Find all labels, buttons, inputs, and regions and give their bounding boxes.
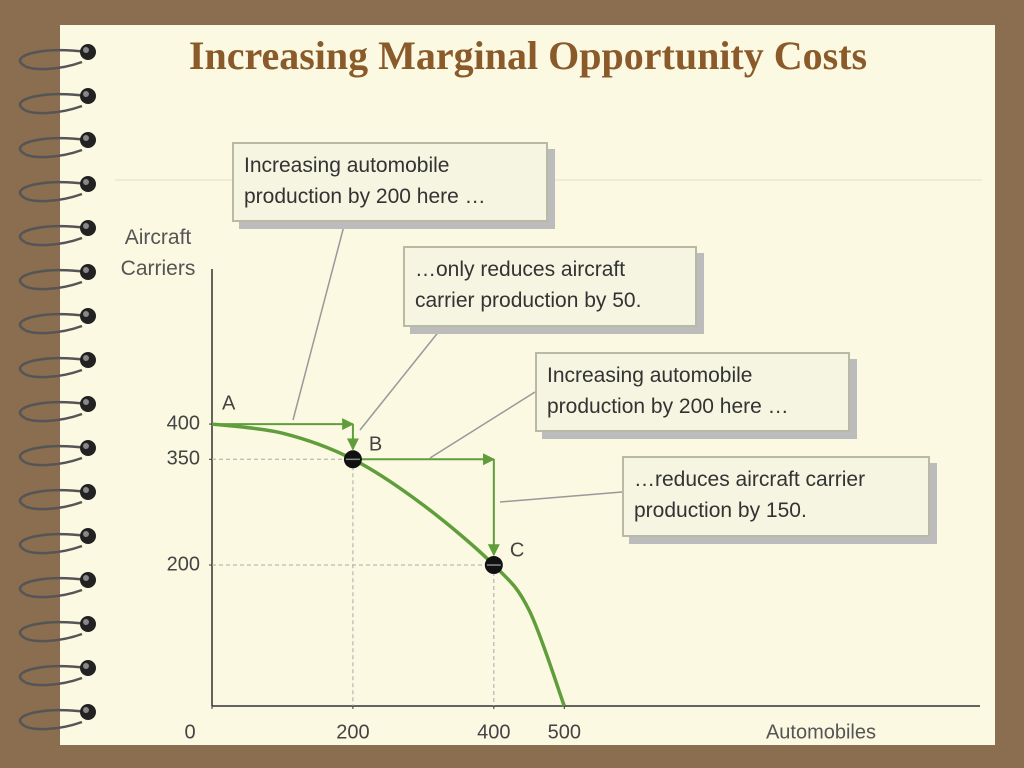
ring-hole-shine — [83, 179, 89, 185]
x-axis-label: Automobiles — [766, 721, 876, 743]
ring — [18, 532, 89, 555]
ring-hole-shine — [83, 663, 89, 669]
ring-hole-shine — [83, 443, 89, 449]
y-axis-label: Aircraft Carriers — [120, 226, 196, 280]
ring-hole-shine — [83, 91, 89, 97]
x-tick-label: 0 — [184, 721, 195, 743]
ring-hole-shine — [83, 223, 89, 229]
ring — [18, 444, 89, 467]
x-tick-label: 200 — [336, 721, 369, 743]
ring — [18, 620, 89, 643]
ring-hole-shine — [83, 619, 89, 625]
ring-hole-shine — [83, 707, 89, 713]
ring-hole-shine — [83, 135, 89, 141]
ring — [18, 312, 89, 335]
ring-hole-shine — [83, 47, 89, 53]
ring-hole-shine — [83, 267, 89, 273]
point-label: B — [369, 434, 382, 456]
y-tick-label: 350 — [167, 448, 200, 470]
ring-hole-shine — [83, 355, 89, 361]
x-tick-label: 500 — [548, 721, 581, 743]
ring-hole-shine — [83, 487, 89, 493]
x-tick-label: 400 — [477, 721, 510, 743]
leader-line — [292, 221, 346, 421]
ring — [18, 224, 89, 247]
point-label: A — [222, 392, 236, 414]
ppf-curve — [211, 422, 566, 707]
ring — [18, 356, 89, 379]
ring — [18, 48, 89, 71]
ring — [18, 664, 89, 687]
leader-line — [359, 329, 441, 431]
leader-line — [499, 491, 623, 503]
leader-line — [429, 391, 536, 459]
chart-title: Increasing Marginal Opportunity Costs — [189, 33, 867, 78]
y-tick-label: 200 — [167, 553, 200, 575]
ring — [18, 180, 89, 203]
ring-hole-shine — [83, 575, 89, 581]
point-label: C — [510, 539, 524, 561]
ring-hole-shine — [83, 531, 89, 537]
ring — [18, 136, 89, 159]
ring — [18, 708, 89, 731]
callout: Increasing automobile production by 200 … — [535, 352, 850, 432]
callout: …only reduces aircraft carrier productio… — [403, 246, 697, 327]
ring-hole-shine — [83, 311, 89, 317]
paper — [60, 25, 995, 745]
callout: …reduces aircraft carrier production by … — [622, 456, 930, 537]
spiral-binding — [18, 44, 96, 731]
ring — [18, 268, 89, 291]
callout: Increasing automobile production by 200 … — [232, 142, 548, 222]
ring — [18, 400, 89, 423]
y-tick-label: 400 — [167, 412, 200, 434]
ring — [18, 92, 89, 115]
ring — [18, 576, 89, 599]
ring-hole-shine — [83, 399, 89, 405]
ring — [18, 488, 89, 511]
